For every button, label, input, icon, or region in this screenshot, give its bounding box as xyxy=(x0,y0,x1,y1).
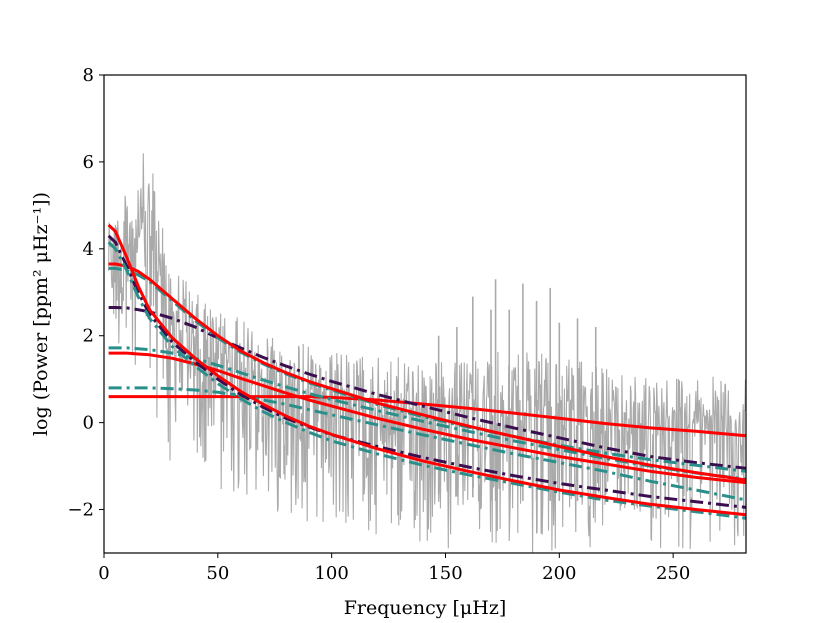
y-axis: −2 0 2 4 6 8 xyxy=(67,65,104,521)
x-tick-label: 200 xyxy=(542,563,576,584)
spectrum-trace xyxy=(108,153,746,553)
model-curve-purple-dashdot xyxy=(107,234,746,509)
x-axis: 0 50 100 150 200 250 xyxy=(98,553,690,584)
model-curve-red-solid xyxy=(107,223,746,517)
x-tick-label: 100 xyxy=(314,563,348,584)
y-tick-label: 8 xyxy=(83,65,94,86)
y-tick-label: 4 xyxy=(83,239,94,260)
model-curve-purple-dashdot xyxy=(108,306,746,470)
x-tick-label: 50 xyxy=(206,563,229,584)
x-axis-label: Frequency [μHz] xyxy=(344,597,507,619)
y-axis-label: log (Power [ppm² μHz⁻¹]) xyxy=(30,192,52,436)
y-tick-label: −2 xyxy=(67,500,94,521)
x-tick-label: 150 xyxy=(428,563,462,584)
model-curve-red-solid xyxy=(108,262,746,482)
model-curve-teal-dashdot xyxy=(107,241,746,520)
model-curve-red-solid xyxy=(108,351,746,485)
y-tick-label: 0 xyxy=(83,413,94,434)
y-tick-label: 2 xyxy=(83,326,94,347)
spectrum-layer xyxy=(108,153,746,553)
x-tick-label: 0 xyxy=(98,563,109,584)
model-curve-teal-dashdot xyxy=(108,346,746,481)
plot-frame xyxy=(103,74,747,554)
model-curve-teal-dashdot xyxy=(108,386,746,502)
series-layer xyxy=(107,223,746,520)
model-curve-teal-dashdot xyxy=(108,266,746,473)
x-tick-label: 250 xyxy=(656,563,690,584)
y-tick-label: 6 xyxy=(83,152,94,173)
